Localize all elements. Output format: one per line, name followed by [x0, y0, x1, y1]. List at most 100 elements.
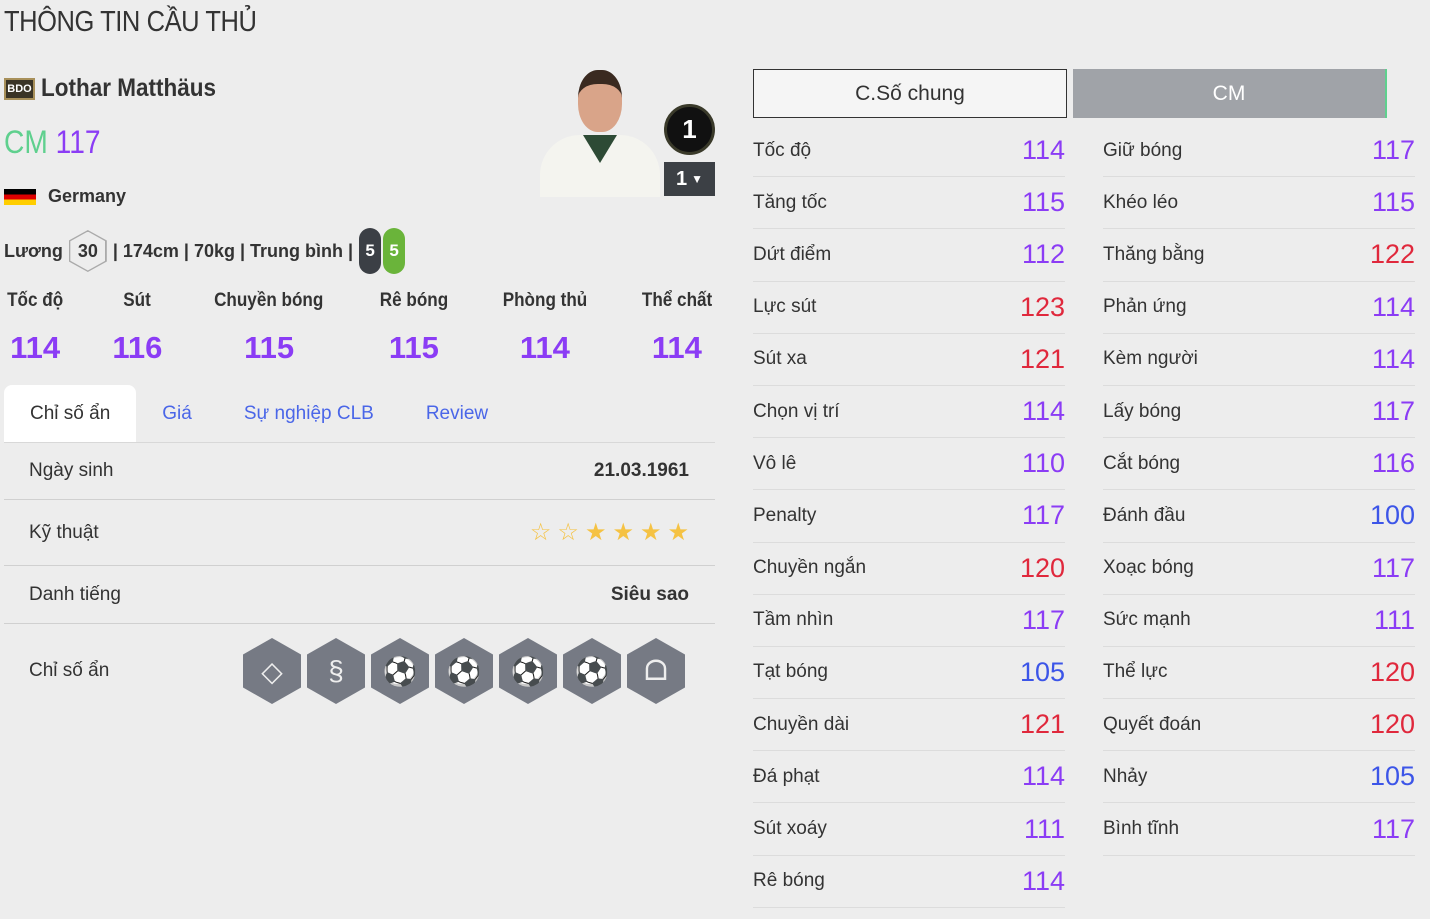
stat-name: Xoạc bóng: [1103, 557, 1194, 579]
stat-group: Thể chất 114: [638, 290, 716, 366]
reputation-value: Siêu sao: [610, 583, 689, 605]
stat-name: Phản ứng: [1103, 296, 1187, 318]
info-tab[interactable]: Review: [425, 403, 489, 424]
stat-value: 114: [1021, 396, 1065, 427]
stat-name: Thể lực: [1103, 661, 1168, 683]
stat-value: 121: [1019, 709, 1065, 740]
stat-name: Tăng tốc: [753, 191, 827, 213]
star-filled-icon: ★: [612, 519, 634, 546]
stat-value: 120: [1369, 709, 1415, 740]
stat-group-label: Thể chất: [641, 290, 713, 311]
info-tab[interactable]: Sự nghiệp CLB: [243, 403, 374, 424]
stat-row: Lấy bóng 117: [1103, 386, 1415, 439]
stat-group: Rê bóng 115: [376, 290, 452, 366]
stat-row: Chuyền dài 121: [753, 699, 1065, 752]
stat-group: Tốc độ 114: [4, 290, 66, 366]
stat-name: Tạt bóng: [753, 661, 828, 683]
stat-group-label: Rê bóng: [379, 290, 449, 311]
ovr: 117: [55, 124, 101, 160]
stat-name: Lực sút: [753, 296, 817, 318]
stat-group-label: Sút: [123, 290, 152, 311]
stat-value: 112: [1021, 239, 1065, 270]
snake-icon[interactable]: §: [307, 638, 365, 704]
page-title: THÔNG TIN CẦU THỦ: [4, 6, 257, 38]
info-tab[interactable]: Giá: [162, 403, 192, 424]
stat-row: Xoạc bóng 117: [1103, 543, 1415, 595]
lungs-icon[interactable]: ᗝ: [627, 638, 685, 704]
nation: Germany: [4, 186, 126, 207]
diamond-icon[interactable]: ◇: [243, 638, 301, 704]
stat-row: Dứt điểm 112: [753, 229, 1065, 282]
stat-group-value: 116: [112, 330, 163, 365]
stat-value: 114: [1021, 761, 1065, 792]
stat-row: Chọn vị trí 114: [753, 386, 1065, 439]
outside-foot-icon[interactable]: ⚽: [563, 638, 621, 704]
tab-general-stats[interactable]: C.Số chung: [753, 69, 1067, 118]
star-filled-icon: ★: [584, 519, 607, 546]
stat-value: 117: [1021, 500, 1065, 531]
long-shot-icon[interactable]: ⚽: [435, 638, 493, 704]
stat-row: Phản ứng 114: [1103, 282, 1415, 334]
stat-value: 123: [1019, 291, 1065, 322]
stat-row: Tạt bóng 105: [753, 647, 1065, 700]
stat-name: Lấy bóng: [1103, 400, 1182, 422]
stat-name: Chuyền dài: [753, 713, 850, 735]
season-badge-icon: BDO: [4, 77, 35, 100]
stat-value: 117: [1371, 552, 1415, 583]
stat-value: 114: [1021, 865, 1065, 896]
stat-group-value: 114: [519, 330, 570, 365]
stat-row: Chuyền ngắn 120: [753, 543, 1065, 595]
stat-group: Sút 116: [112, 290, 162, 366]
stat-name: Chọn vị trí: [753, 400, 840, 422]
position: CM: [4, 124, 48, 160]
stat-row: Nhảy 105: [1103, 751, 1415, 804]
upgrade-level-badge: 1: [664, 104, 715, 155]
skill-label: Kỹ thuật: [29, 521, 99, 543]
stat-row: Giữ bóng 117: [1103, 125, 1415, 178]
stat-group-value: 115: [244, 330, 295, 365]
stats-right-column: Giữ bóng 117 Khéo léo 115 Thăng bằng 122 Phản …: [1103, 125, 1415, 856]
stat-value: 117: [1371, 135, 1415, 166]
tab-position-stats[interactable]: CM: [1073, 69, 1387, 118]
stat-group: Chuyền bóng 115: [208, 290, 329, 366]
stat-row: Tăng tốc 115: [753, 177, 1065, 230]
nation-name: Germany: [48, 186, 127, 206]
stat-name: Vô lê: [753, 452, 797, 474]
stat-name: Giữ bóng: [1103, 139, 1183, 161]
star-empty-icon: ☆: [529, 519, 552, 546]
stat-group-label: Tốc độ: [7, 290, 64, 311]
stat-name: Kèm người: [1103, 348, 1198, 370]
stat-row: Bình tĩnh 117: [1103, 803, 1415, 856]
stat-value: 121: [1019, 343, 1065, 374]
level-select[interactable]: 1 ▼: [664, 162, 715, 196]
position-ovr: CM 117: [4, 124, 101, 161]
stat-value: 110: [1021, 448, 1065, 479]
stat-name: Bình tĩnh: [1103, 818, 1180, 840]
stat-value: 117: [1371, 396, 1415, 427]
birth-value: 21.03.1961: [593, 460, 689, 481]
stat-row: Vô lê 110: [753, 438, 1065, 491]
left-foot-icon: 5: [359, 228, 382, 274]
star-filled-icon: ★: [667, 519, 689, 546]
stat-group-value: 114: [10, 330, 61, 365]
player-name-row: BDO Lothar Matthäus: [4, 74, 235, 103]
stat-name: Thăng bằng: [1103, 243, 1205, 265]
stat-value: 117: [1021, 604, 1065, 635]
stat-value: 115: [1021, 187, 1065, 218]
stat-value: 122: [1369, 239, 1415, 270]
level-select-value: 1: [675, 167, 688, 190]
flair-icon[interactable]: ⚽: [499, 638, 557, 704]
info-tab[interactable]: Chỉ số ẩn: [4, 385, 137, 442]
power-header-icon[interactable]: ⚽: [371, 638, 429, 704]
stat-value: 111: [1373, 604, 1415, 635]
stat-value: 114: [1021, 135, 1065, 166]
player-photo-head: [578, 70, 622, 132]
stat-row: Thể lực 120: [1103, 647, 1415, 700]
skill-row: Kỹ thuật ☆ ☆ ★ ★ ★ ★: [4, 500, 715, 566]
stat-name: Sức mạnh: [1103, 609, 1191, 631]
stat-row: Khéo léo 115: [1103, 177, 1415, 230]
stat-row: Quyết đoán 120: [1103, 699, 1415, 752]
stat-name: Sút xoáy: [753, 818, 827, 840]
info-tabs: Chỉ số ẩn Giá Sự nghiệp CLB Review: [4, 385, 715, 443]
stat-value: 116: [1371, 448, 1415, 479]
